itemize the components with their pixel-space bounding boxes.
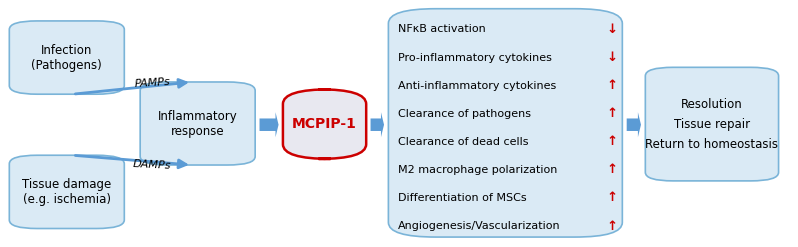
FancyBboxPatch shape [10, 21, 124, 94]
Text: PAMPs: PAMPs [134, 77, 170, 89]
Text: ↑: ↑ [606, 191, 618, 205]
Text: Pro-inflammatory cytokines: Pro-inflammatory cytokines [398, 53, 551, 62]
Text: Infection
(Pathogens): Infection (Pathogens) [31, 43, 102, 72]
Text: DAMPs: DAMPs [132, 159, 172, 171]
Text: MCPIP-1: MCPIP-1 [292, 117, 357, 131]
Text: ↓: ↓ [606, 51, 618, 64]
Text: M2 macrophage polarization: M2 macrophage polarization [398, 165, 557, 175]
FancyBboxPatch shape [646, 67, 779, 181]
FancyBboxPatch shape [389, 9, 622, 237]
Text: Resolution
Tissue repair
Return to homeostasis: Resolution Tissue repair Return to homeo… [646, 98, 779, 151]
Text: Angiogenesis/Vascularization: Angiogenesis/Vascularization [398, 221, 560, 231]
Text: Differentiation of MSCs: Differentiation of MSCs [398, 193, 527, 203]
FancyBboxPatch shape [283, 89, 366, 159]
Text: ↑: ↑ [606, 135, 618, 148]
Text: ↑: ↑ [606, 107, 618, 120]
Text: ↑: ↑ [606, 220, 618, 233]
Text: ↑: ↑ [606, 164, 618, 176]
Text: Clearance of dead cells: Clearance of dead cells [398, 137, 528, 147]
Text: Clearance of pathogens: Clearance of pathogens [398, 109, 531, 119]
Text: Inflammatory
response: Inflammatory response [158, 109, 238, 138]
Text: Tissue damage
(e.g. ischemia): Tissue damage (e.g. ischemia) [22, 178, 112, 206]
FancyBboxPatch shape [140, 82, 255, 165]
Text: ↓: ↓ [606, 23, 618, 36]
Text: NFκB activation: NFκB activation [398, 24, 486, 35]
Text: Anti-inflammatory cytokines: Anti-inflammatory cytokines [398, 81, 556, 91]
FancyBboxPatch shape [10, 155, 124, 228]
Text: ↑: ↑ [606, 79, 618, 92]
